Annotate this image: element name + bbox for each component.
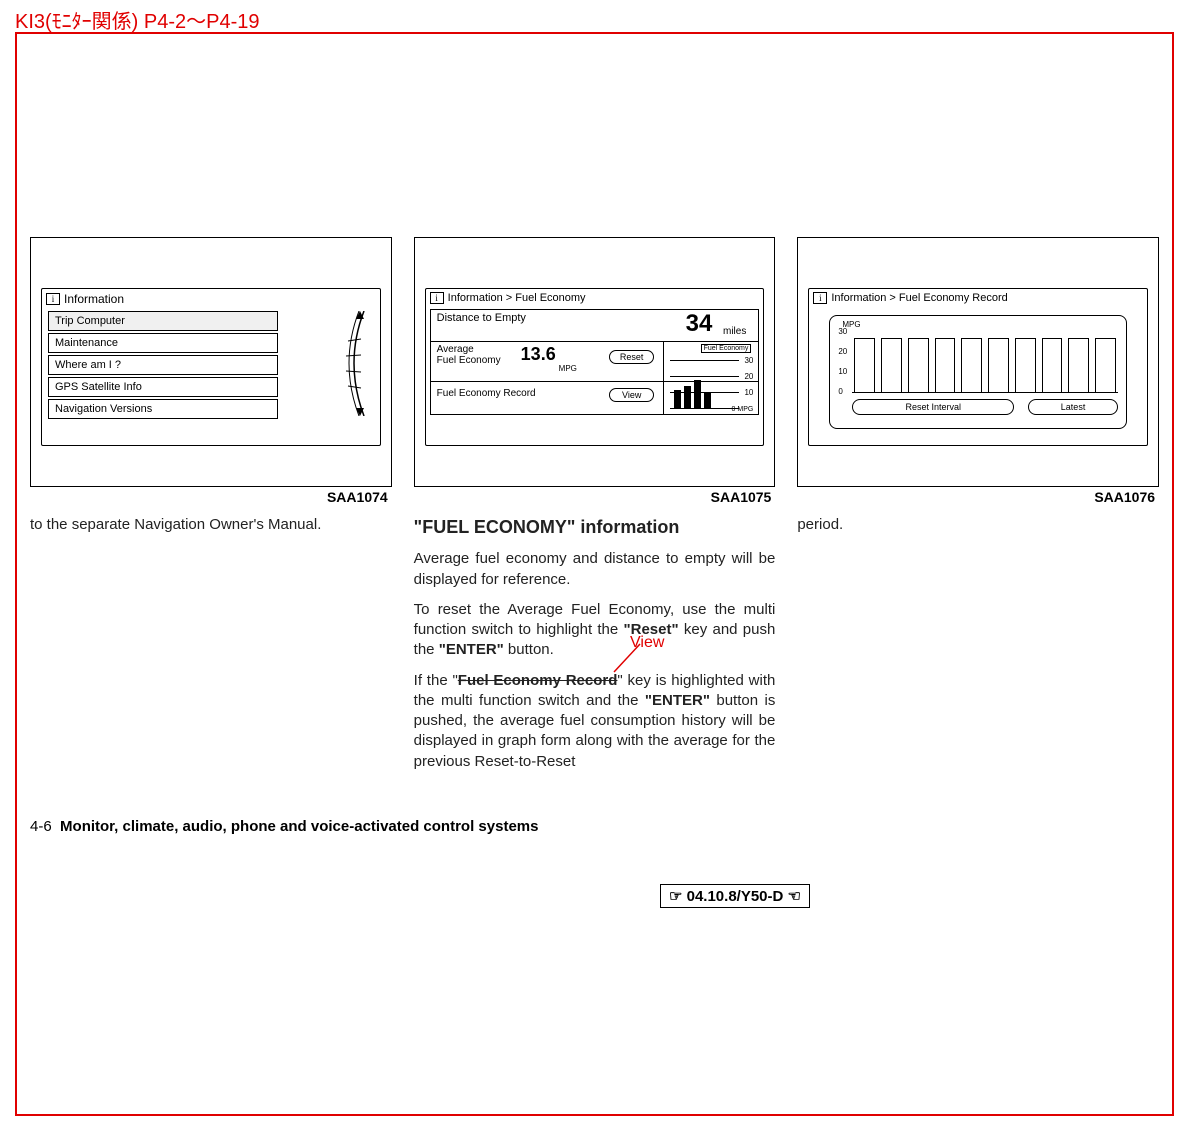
screen-3: i Information > Fuel Economy Record MPG … [797, 237, 1159, 487]
view-button[interactable]: View [609, 388, 654, 402]
record-label: Fuel Economy Record [437, 388, 536, 399]
screen1-menu: Trip Computer Maintenance Where am I ? G… [48, 311, 278, 421]
page-footer: 4-6 Monitor, climate, audio, phone and v… [30, 818, 538, 835]
column-2: i Information > Fuel Economy Distance to… [414, 237, 776, 782]
proof-annotation-view: View [630, 634, 664, 652]
col2-p3: If the "Fuel Economy Record" key is high… [414, 671, 776, 772]
gauge-bars [674, 358, 711, 408]
info-icon: i [430, 292, 444, 304]
screen1-title-text: Information [64, 292, 124, 306]
screen3-code: SAA1076 [797, 489, 1159, 505]
ytick: 10 [838, 367, 847, 376]
gauge-label: Fuel Economy [701, 344, 752, 353]
reset-interval-button[interactable]: Reset Interval [852, 399, 1014, 415]
info-icon: i [813, 292, 827, 304]
screen-1: i Information Trip Computer Maintenance … [30, 237, 392, 487]
afe-unit: MPG [559, 364, 577, 373]
column-3: i Information > Fuel Economy Record MPG … [797, 237, 1159, 782]
dte-label: Distance to Empty [437, 312, 526, 324]
menu-item[interactable]: Trip Computer [48, 311, 278, 331]
screen2-title-text: Information > Fuel Economy [448, 292, 586, 304]
mpg-label: MPG [842, 320, 1118, 329]
col3-paragraph: period. [797, 515, 1159, 535]
column3-text: period. [797, 515, 1159, 535]
dte-value: 34 [686, 310, 713, 338]
section-title: Monitor, climate, audio, phone and voice… [60, 818, 538, 835]
page-number: 4-6 [30, 818, 52, 835]
scroll-wheel-icon [344, 311, 368, 416]
gauge-tick: 30 [744, 356, 753, 365]
dte-unit: miles [723, 326, 746, 337]
menu-item[interactable]: Navigation Versions [48, 399, 278, 419]
gauge-tick: 20 [744, 372, 753, 381]
menu-item[interactable]: Where am I ? [48, 355, 278, 375]
revision-date-box: ☞ 04.10.8/Y50-D ☜ [660, 884, 810, 908]
fuel-economy-heading: "FUEL ECONOMY" information [414, 515, 776, 539]
screen3-title-text: Information > Fuel Economy Record [831, 292, 1007, 304]
reset-button[interactable]: Reset [609, 350, 655, 364]
dte-row: Distance to Empty 34 miles [430, 309, 760, 342]
screen2-breadcrumb: i Information > Fuel Economy [430, 292, 586, 304]
menu-item[interactable]: GPS Satellite Info [48, 377, 278, 397]
record-chart: MPG 30 20 10 0 Reset Interv [829, 315, 1127, 429]
ytick: 20 [838, 347, 847, 356]
content-area: i Information Trip Computer Maintenance … [30, 237, 1159, 782]
screen-2: i Information > Fuel Economy Distance to… [414, 237, 776, 487]
struck-text: Fuel Economy Record [458, 672, 618, 689]
page-header-note: KI3(ﾓﾆﾀｰ関係) P4-2〜P4-19 [15, 5, 260, 34]
screen1-breadcrumb: i Information [46, 292, 124, 306]
col2-p2: To reset the Average Fuel Economy, use t… [414, 600, 776, 661]
column2-text: "FUEL ECONOMY" information Average fuel … [414, 515, 776, 772]
gauge-tick: 10 [744, 388, 753, 397]
record-bars-area: 30 20 10 0 [852, 329, 1118, 393]
column-1: i Information Trip Computer Maintenance … [30, 237, 392, 782]
afe-value: 13.6 [521, 344, 556, 365]
info-icon: i [46, 293, 60, 305]
fuel-economy-gauge: Fuel Economy 30 20 10 0 MPG [663, 342, 753, 415]
screen1-code: SAA1074 [30, 489, 392, 505]
col2-p1: Average fuel economy and distance to emp… [414, 549, 776, 590]
ytick: 30 [838, 327, 847, 336]
screen2-code: SAA1075 [414, 489, 776, 505]
latest-button[interactable]: Latest [1028, 399, 1118, 415]
ytick: 0 [838, 387, 842, 396]
record-bars [854, 338, 1116, 392]
three-columns: i Information Trip Computer Maintenance … [30, 237, 1159, 782]
record-buttons: Reset Interval Latest [852, 399, 1118, 415]
screen3-breadcrumb: i Information > Fuel Economy Record [813, 292, 1007, 304]
menu-item[interactable]: Maintenance [48, 333, 278, 353]
col1-paragraph: to the separate Navigation Owner's Manua… [30, 515, 392, 535]
column1-text: to the separate Navigation Owner's Manua… [30, 515, 392, 535]
